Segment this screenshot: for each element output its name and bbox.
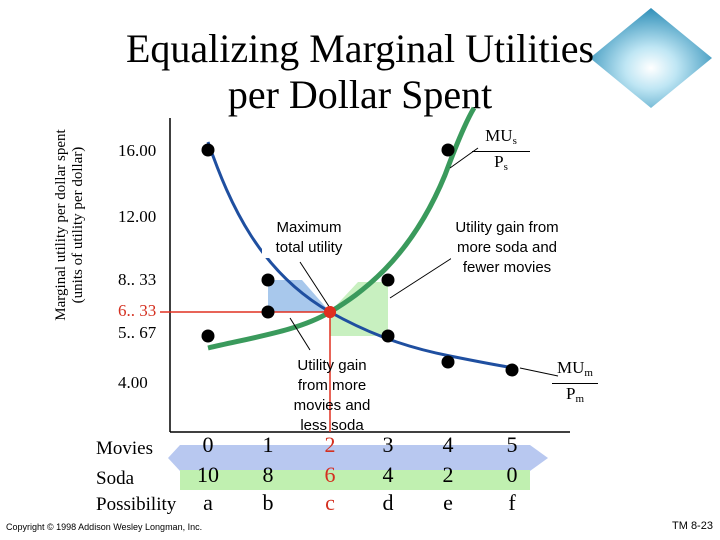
row-label-possibility: Possibility: [96, 494, 177, 515]
table-cell-soda: 8: [262, 462, 274, 487]
soda-curve-label-bottom-sub: s: [503, 161, 508, 173]
table-cell-soda: 2: [442, 462, 454, 487]
table-cell-movies: 1: [262, 432, 274, 457]
possibility-green-band: [180, 470, 530, 490]
table-cell-soda: 6: [324, 462, 336, 487]
table-cell-soda: 0: [506, 462, 518, 487]
max-utility-callout: Maximum total utility: [262, 218, 356, 258]
y-tick-label: 5.. 67: [118, 323, 157, 342]
y-tick-label: 12.00: [118, 207, 157, 226]
y-tick-label: 16.00: [118, 141, 157, 160]
table-cell-movies: 5: [506, 432, 518, 457]
soda-curve-label-bottom: P: [494, 152, 504, 171]
table-cell-soda: 10: [197, 462, 219, 487]
data-points: [201, 143, 519, 377]
movie-curve-label-bottom-sub: m: [575, 393, 585, 405]
copyright-text: Copyright © 1998 Addison Wesley Longman,…: [6, 522, 203, 532]
movie-curve-label-bottom: P: [565, 384, 576, 403]
row-label-soda: Soda: [96, 468, 134, 489]
slide-id: TM 8-23: [672, 520, 713, 532]
soda-curve-label: MUs Ps: [472, 126, 530, 177]
soda-mu-curve: [207, 106, 477, 351]
optimum-point: [324, 306, 336, 318]
table-cell-possibility: f: [508, 490, 516, 515]
movie-gain-leader: [289, 317, 311, 351]
movie-curve-label-top-sub: m: [584, 367, 593, 379]
movie-curve-label: MUm Pm: [552, 358, 598, 409]
soda-curve-label-top-sub: s: [512, 135, 517, 147]
page-title: Equalizing Marginal Utilities per Dollar…: [100, 26, 620, 118]
soda-data-point: [381, 273, 395, 287]
title-line-2: per Dollar Spent: [227, 72, 493, 117]
table-cell-possibility: d: [382, 490, 394, 515]
title-line-1: Equalizing Marginal Utilities: [125, 26, 595, 71]
possibility-arrow: [168, 445, 548, 471]
table-cell-possibility: c: [325, 490, 335, 515]
movie-data-point: [441, 355, 455, 369]
table-cell-movies: 0: [202, 432, 214, 457]
soda-gain-callout: Utility gain from more soda and fewer mo…: [451, 218, 563, 278]
soda-curve-label-top: MU: [485, 126, 513, 145]
table-cell-movies: 3: [382, 432, 394, 457]
soda-data-point: [201, 329, 215, 343]
decorative-sunburst-image: [590, 8, 712, 108]
row-label-movies: Movies: [96, 438, 153, 459]
movie-data-point: [201, 143, 215, 157]
soda-gain-leader: [389, 257, 453, 299]
y-tick-label-highlighted: 6.. 33: [118, 301, 157, 320]
soda-data-point: [441, 143, 455, 157]
y-tick-label: 4.00: [118, 373, 148, 392]
movie-mu-curve: [206, 141, 516, 370]
movie-data-point: [381, 329, 395, 343]
table-cell-movies: 4: [442, 432, 454, 457]
movie-data-point: [505, 363, 519, 377]
mu-movie-leader: [519, 367, 559, 377]
table-cell-possibility: b: [262, 490, 274, 515]
table-cell-possibility: a: [203, 490, 213, 515]
movie-data-point: [261, 273, 275, 287]
soda-gain-region: [330, 282, 388, 336]
soda-data-point: [261, 305, 275, 319]
table-cell-movies: 2: [324, 432, 336, 457]
movie-curve-label-top: MU: [557, 358, 585, 377]
y-tick-label: 8.. 33: [118, 270, 157, 289]
max-utility-leader: [299, 261, 331, 309]
table-cell-soda: 4: [382, 462, 394, 487]
table-cell-possibility: e: [443, 490, 453, 515]
movie-gain-callout: Utility gain from more movies and less s…: [293, 357, 371, 434]
